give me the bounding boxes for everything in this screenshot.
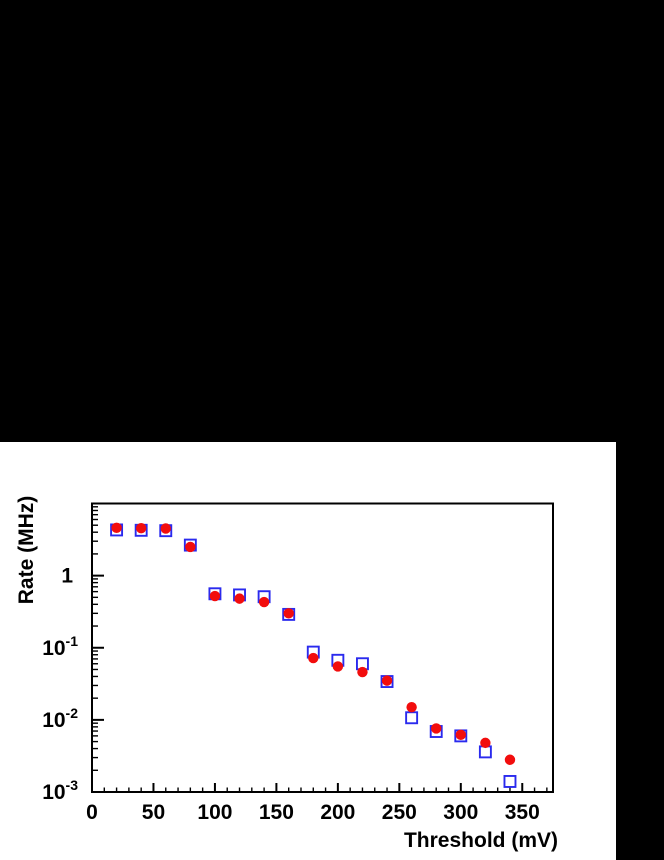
rate-vs-threshold-chart: 0 50 100 150 200 250 300 350 1 10-1 10-2 10-3 [42, 502, 554, 824]
plot-frame [91, 502, 554, 793]
y-tick-label: 1 [61, 565, 73, 588]
data-point-red-filled-circle [135, 522, 147, 534]
data-point-red-filled-circle [308, 652, 319, 664]
data-point-red-filled-circle [160, 523, 171, 534]
data-point-blue-open-square [405, 711, 419, 725]
y-axis-title: Rate (MHz) [15, 495, 38, 605]
data-point-red-filled-circle [111, 522, 122, 534]
y-tick-label: 10-1 [42, 633, 78, 660]
data-point-red-filled-circle [209, 590, 221, 602]
data-point-red-filled-circle [357, 666, 368, 678]
data-point-red-filled-circle [455, 729, 466, 741]
x-tick-label: 300 [443, 801, 478, 824]
y-tick-label: 10-3 [42, 777, 78, 804]
x-tick-label: 250 [382, 801, 417, 824]
x-tick-label: 350 [505, 801, 540, 824]
data-point-red-filled-circle [406, 701, 417, 713]
data-point-red-filled-circle [258, 596, 270, 608]
data-point-red-filled-circle [234, 593, 245, 604]
data-point-red-filled-circle [431, 723, 442, 734]
y-tick-label: 10-2 [42, 705, 78, 732]
x-tick-label: 150 [259, 801, 294, 824]
data-point-red-filled-circle [185, 541, 196, 553]
x-tick-label: 100 [197, 801, 232, 824]
x-tick-label: 200 [320, 801, 355, 824]
data-point-red-filled-circle [332, 661, 344, 672]
data-point-red-filled-circle [480, 737, 491, 749]
x-tick-label: 0 [86, 801, 98, 824]
x-axis-title: Threshold (mV) [403, 829, 558, 852]
data-point-blue-open-square [503, 775, 517, 788]
chart-panel: 0 50 100 150 200 250 300 350 1 10-1 10-2 10-3 Rate … [0, 442, 616, 860]
data-point-red-filled-circle [504, 754, 516, 765]
x-tick-label: 50 [142, 801, 165, 824]
data-point-red-filled-circle [381, 675, 393, 686]
data-point-red-filled-circle [283, 608, 294, 619]
